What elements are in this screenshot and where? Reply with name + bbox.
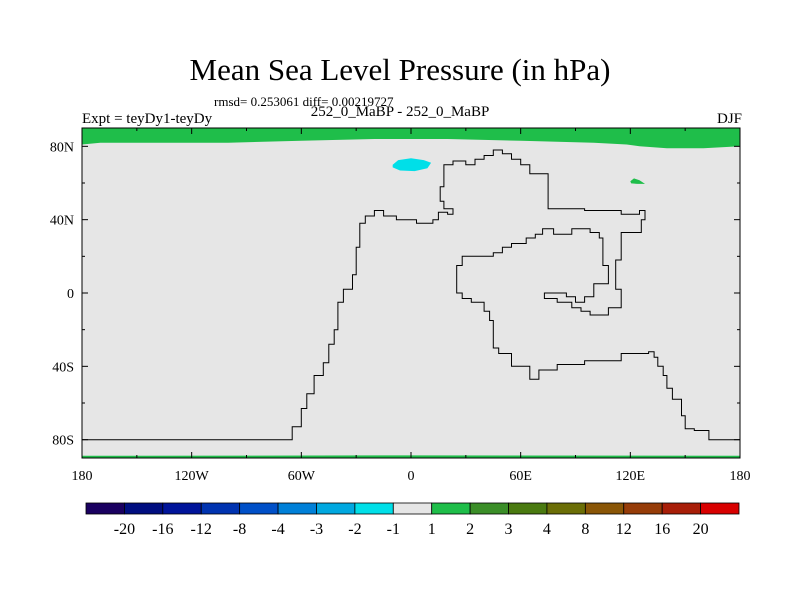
colorbar-swatch — [700, 502, 740, 515]
colorbar-level-label: -4 — [271, 521, 284, 538]
y-tick-label: 40N — [50, 214, 74, 229]
colorbar-swatch — [546, 502, 586, 515]
colorbar-swatch — [200, 502, 241, 515]
y-tick-label: 40S — [52, 360, 74, 375]
colorbar-swatch — [124, 502, 164, 515]
colorbar-level-label: 20 — [693, 521, 709, 538]
colorbar-swatch — [162, 502, 202, 515]
field-background — [82, 128, 740, 458]
coastline-0 — [82, 149, 740, 441]
axes: 180 120W 60W 0 60E 120E 180 80N 40N 0 40S 80S — [50, 127, 751, 484]
colorbar-level-label: -8 — [233, 521, 246, 538]
region-arctic-band — [82, 128, 740, 149]
colorbar-level-label: -20 — [114, 521, 135, 538]
season-label: DJF — [716, 111, 742, 127]
colorbar-swatch — [623, 502, 663, 515]
colorbar-level-label: 12 — [616, 521, 632, 538]
colorbar-swatch — [316, 502, 356, 515]
colorbar-level-label: -2 — [348, 521, 361, 538]
y-tick-label: 80N — [50, 140, 74, 155]
x-tick-label: 0 — [408, 469, 415, 484]
experiment-label: Expt = teyDy1-teyDy — [82, 111, 213, 127]
y-tick-label: 80S — [52, 434, 74, 449]
colorbar-level-label: 8 — [581, 521, 589, 538]
colorbar-level-label: 1 — [428, 521, 436, 538]
colorbar-swatch — [277, 502, 317, 515]
colorbar-level-label: -16 — [152, 521, 173, 538]
x-tick-label: 120E — [616, 469, 646, 484]
run-comparison-label: 252_0_MaBP - 252_0_MaBP — [310, 104, 490, 120]
colorbar-swatch — [239, 502, 279, 515]
colorbar-level-label: 16 — [654, 521, 670, 538]
rmsd-diff-stats: rmsd= 0.253061 diff= 0.00219727 — [214, 94, 394, 109]
colorbar-level-label: -1 — [387, 521, 400, 538]
plot-area — [82, 128, 740, 458]
colorbar-swatch — [661, 502, 701, 515]
x-tick-label: 180 — [730, 469, 751, 484]
x-tick-label: 60W — [288, 469, 316, 484]
colorbar-swatch — [354, 502, 394, 515]
region-east-asia-spot — [630, 178, 645, 184]
y-tick-label: 0 — [67, 287, 74, 302]
colorbar-level-label: 4 — [543, 521, 551, 538]
colorbar-swatch — [85, 502, 125, 515]
x-tick-label: 60E — [509, 469, 532, 484]
colorbar-swatch — [508, 502, 548, 515]
colorbar-swatch — [469, 502, 509, 515]
colorbar-level-label: 2 — [466, 521, 474, 538]
colorbar-level-label: -12 — [191, 521, 212, 538]
colorbar-swatch — [392, 502, 433, 515]
colorbar: -20 -16 -12 -8 -4 -3 -2 -1 1 2 3 4 8 12 16 20 — [85, 502, 740, 538]
chart-title: Mean Sea Level Pressure (in hPa) — [189, 52, 611, 87]
colorbar-swatch — [431, 502, 471, 515]
colorbar-level-label: -3 — [310, 521, 323, 538]
x-tick-label: 120W — [175, 469, 210, 484]
colorbar-level-label: 3 — [505, 521, 513, 538]
region-north-atlantic-low — [392, 158, 432, 172]
x-tick-label: 180 — [72, 469, 93, 484]
colorbar-swatch — [584, 502, 625, 515]
